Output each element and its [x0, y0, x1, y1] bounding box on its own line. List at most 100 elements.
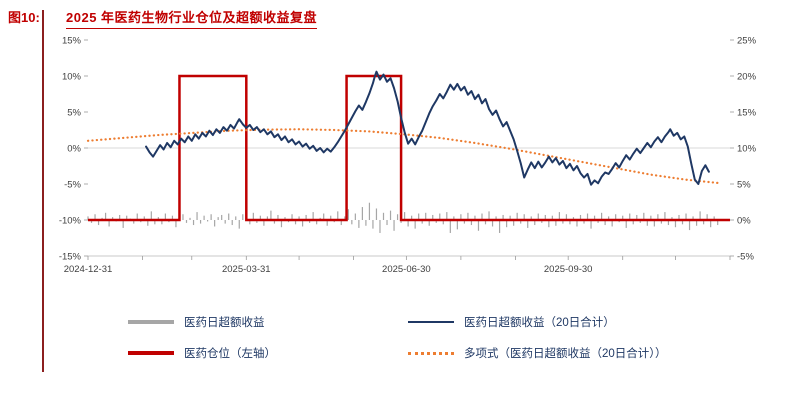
daily-excess-bar: [393, 220, 395, 231]
daily-excess-bar: [569, 220, 571, 225]
daily-excess-bar: [354, 213, 356, 220]
legend-item-daily-excess: 医药日超额收益: [128, 314, 408, 330]
daily-excess-bar: [259, 215, 261, 220]
daily-excess-bar: [534, 220, 536, 226]
daily-excess-bar: [312, 212, 314, 220]
x-axis-tick-label: 2024-12-31: [64, 264, 113, 275]
daily-excess-bar: [636, 214, 638, 220]
daily-excess-bar: [530, 216, 532, 220]
daily-excess-bar: [122, 220, 124, 228]
daily-excess-bar: [375, 208, 378, 220]
daily-excess-bar: [629, 213, 631, 220]
daily-excess-bar: [214, 220, 216, 227]
right-axis-tick-label: 25%: [737, 36, 757, 47]
daily-excess-bar: [238, 220, 240, 229]
daily-excess-bar: [699, 211, 701, 220]
daily-excess-bar: [481, 213, 483, 220]
right-axis-tick-label: 10%: [737, 144, 757, 155]
right-axis-tick-label: 20%: [737, 72, 757, 83]
daily-excess-bar: [143, 216, 145, 220]
daily-excess-bar: [692, 216, 694, 220]
figure-title: 2025 年医药生物行业仓位及超额收益复盘: [66, 7, 318, 29]
daily-excess-bar: [509, 215, 511, 220]
left-axis-tick-label: 10%: [62, 72, 82, 83]
daily-excess-bar: [643, 212, 645, 220]
daily-excess-bar: [695, 220, 698, 226]
daily-excess-bar: [470, 220, 473, 226]
daily-excess-bar: [551, 215, 553, 220]
daily-excess-bar: [713, 216, 715, 220]
daily-excess-bar: [396, 214, 399, 220]
daily-excess-bar: [90, 220, 93, 223]
daily-excess-bar: [565, 214, 568, 220]
daily-excess-bar: [474, 215, 476, 220]
daily-excess-bar: [597, 220, 599, 223]
daily-excess-bar: [685, 213, 687, 220]
left-axis-tick-label: -10%: [59, 216, 82, 227]
daily-excess-bar: [601, 212, 603, 220]
daily-excess-bar: [119, 214, 121, 220]
accent-rule: [42, 10, 44, 372]
daily-excess-bar: [562, 220, 564, 224]
daily-excess-bar: [484, 220, 487, 225]
daily-excess-bar: [639, 220, 641, 223]
daily-excess-bar: [435, 220, 437, 223]
daily-excess-bar: [400, 220, 402, 223]
daily-excess-bar: [650, 215, 652, 220]
daily-excess-bar: [615, 214, 617, 220]
x-axis-tick-label: 2025-06-30: [382, 264, 431, 275]
daily-excess-bar: [351, 220, 353, 225]
daily-excess-bar: [256, 220, 258, 223]
daily-excess-bar: [671, 217, 673, 220]
daily-excess-bar: [407, 220, 409, 227]
legend-item-position: 医药仓位（左轴）: [128, 345, 408, 361]
daily-excess-bar: [175, 220, 177, 228]
daily-excess-bar: [199, 220, 202, 224]
legend-swatch-poly-fit: [408, 351, 454, 355]
daily-excess-bar: [126, 215, 128, 220]
daily-excess-bar: [389, 210, 392, 220]
legend-swatch-position: [128, 351, 174, 355]
daily-excess-bar: [104, 212, 107, 220]
daily-excess-bar: [586, 213, 589, 220]
daily-excess-bar: [112, 217, 114, 220]
daily-excess-bar: [235, 216, 237, 220]
daily-excess-bar: [382, 212, 385, 220]
daily-excess-bar: [221, 214, 223, 220]
daily-excess-bar: [657, 214, 659, 220]
right-axis-tick-label: 0%: [737, 216, 751, 227]
daily-excess-bar: [337, 211, 339, 220]
daily-excess-bar: [291, 214, 293, 220]
x-axis-tick-label: 2025-09-30: [544, 264, 593, 275]
daily-excess-bar: [706, 214, 708, 220]
daily-excess-bar: [548, 220, 550, 228]
daily-excess-bar: [87, 216, 89, 220]
daily-excess-bar: [108, 220, 110, 227]
daily-excess-bar: [653, 220, 655, 227]
daily-excess-bar: [361, 207, 363, 220]
daily-excess-bar: [372, 220, 374, 229]
daily-excess-bar: [358, 220, 360, 228]
daily-excess-bar: [298, 216, 300, 220]
legend-swatch-excess-20d: [408, 320, 454, 324]
legend-item-excess-20d: 医药日超额收益（20日合计）: [408, 314, 667, 330]
daily-excess-bar: [523, 214, 525, 220]
right-axis-tick-label: 5%: [737, 180, 751, 191]
daily-excess-bar: [326, 220, 328, 226]
daily-excess-bar: [379, 220, 381, 233]
daily-excess-bar: [678, 214, 680, 220]
daily-excess-bar: [432, 214, 434, 220]
daily-excess-bar: [154, 220, 156, 225]
daily-excess-bar: [347, 209, 349, 220]
daily-excess-bar: [196, 212, 198, 220]
daily-excess-bar: [386, 220, 388, 226]
daily-excess-bar: [513, 220, 515, 226]
daily-excess-bar: [502, 214, 504, 220]
daily-excess-bar: [572, 217, 575, 220]
left-axis-tick-label: -5%: [64, 180, 81, 191]
daily-excess-bar: [150, 211, 152, 220]
daily-excess-bar: [157, 217, 159, 220]
chart-canvas: 15% 10% 5% 0% -5% -10% -15% 25% 20% 15% 10% 5% 0% -5%…: [59, 36, 757, 276]
daily-excess-bar: [94, 214, 96, 220]
daily-excess-bar: [231, 220, 233, 226]
